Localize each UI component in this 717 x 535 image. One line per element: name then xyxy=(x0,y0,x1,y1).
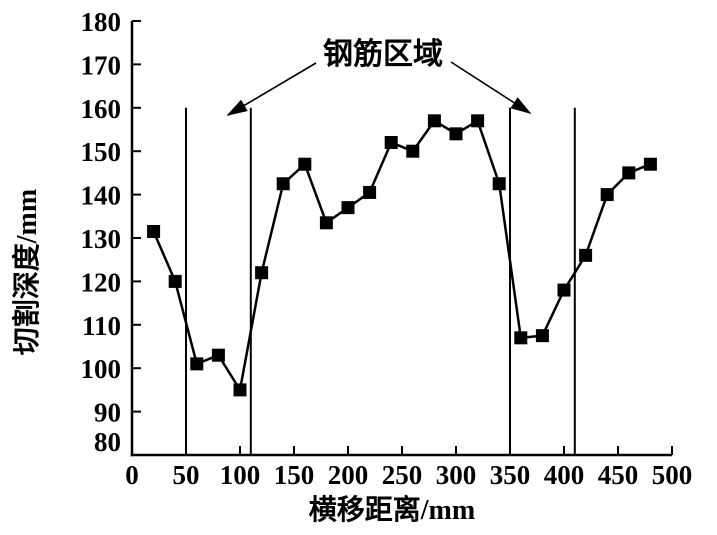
data-point-marker xyxy=(492,177,506,191)
data-point-marker xyxy=(449,127,463,141)
data-point-marker xyxy=(363,185,377,199)
data-point-marker xyxy=(255,266,269,280)
data-point-marker xyxy=(168,274,182,288)
data-point-marker xyxy=(622,166,636,180)
data-point-marker xyxy=(514,331,528,345)
x-tick-label: 450 xyxy=(598,460,639,490)
x-tick-label: 100 xyxy=(220,460,261,490)
y-tick-label: 150 xyxy=(81,137,122,167)
y-tick-label: 160 xyxy=(81,94,122,124)
data-point-marker xyxy=(319,216,333,230)
y-tick-label: 100 xyxy=(81,354,122,384)
data-line xyxy=(152,118,651,394)
y-axis-title: 切割深度/mm xyxy=(10,189,43,355)
data-point-marker xyxy=(535,329,549,343)
y-tick-label: 80 xyxy=(94,427,121,457)
x-tick-label: 350 xyxy=(490,460,531,490)
y-tick-label: 110 xyxy=(82,311,121,341)
y-tick-label: 90 xyxy=(94,398,121,428)
x-tick-label: 150 xyxy=(274,460,315,490)
y-tick-label: 120 xyxy=(81,267,122,297)
x-tick-label: 500 xyxy=(652,460,693,490)
x-tick-label: 0 xyxy=(125,460,139,490)
annotation-arrow-left-icon xyxy=(226,62,317,116)
y-tick-label: 140 xyxy=(81,181,122,211)
data-point-marker xyxy=(190,357,204,371)
data-point-marker xyxy=(211,348,225,362)
data-point-marker xyxy=(341,201,355,215)
data-point-marker xyxy=(427,114,441,128)
data-point-marker xyxy=(384,136,398,150)
y-tick-label: 180 xyxy=(81,7,122,37)
x-tick-label: 300 xyxy=(436,460,477,490)
data-point-marker xyxy=(233,383,247,397)
data-point-marker xyxy=(147,224,161,238)
x-tick-label: 400 xyxy=(544,460,585,490)
x-axis-title: 横移距离/mm xyxy=(309,493,475,526)
x-tick-label: 200 xyxy=(328,460,369,490)
data-point-marker xyxy=(298,157,312,171)
x-tick-label: 50 xyxy=(173,460,200,490)
x-tick-label: 250 xyxy=(382,460,423,490)
annotation-label: 钢筋区域 xyxy=(323,38,443,71)
data-point-marker xyxy=(557,283,571,297)
data-point-marker xyxy=(579,248,593,262)
data-point-marker xyxy=(406,144,420,158)
data-point-marker xyxy=(276,177,290,191)
y-tick-label: 170 xyxy=(81,50,122,80)
y-tick-label: 130 xyxy=(81,224,122,254)
annotation-arrow-right-icon xyxy=(450,61,532,114)
data-point-marker xyxy=(600,188,614,202)
data-point-marker xyxy=(643,157,657,171)
data-point-marker xyxy=(471,114,485,128)
